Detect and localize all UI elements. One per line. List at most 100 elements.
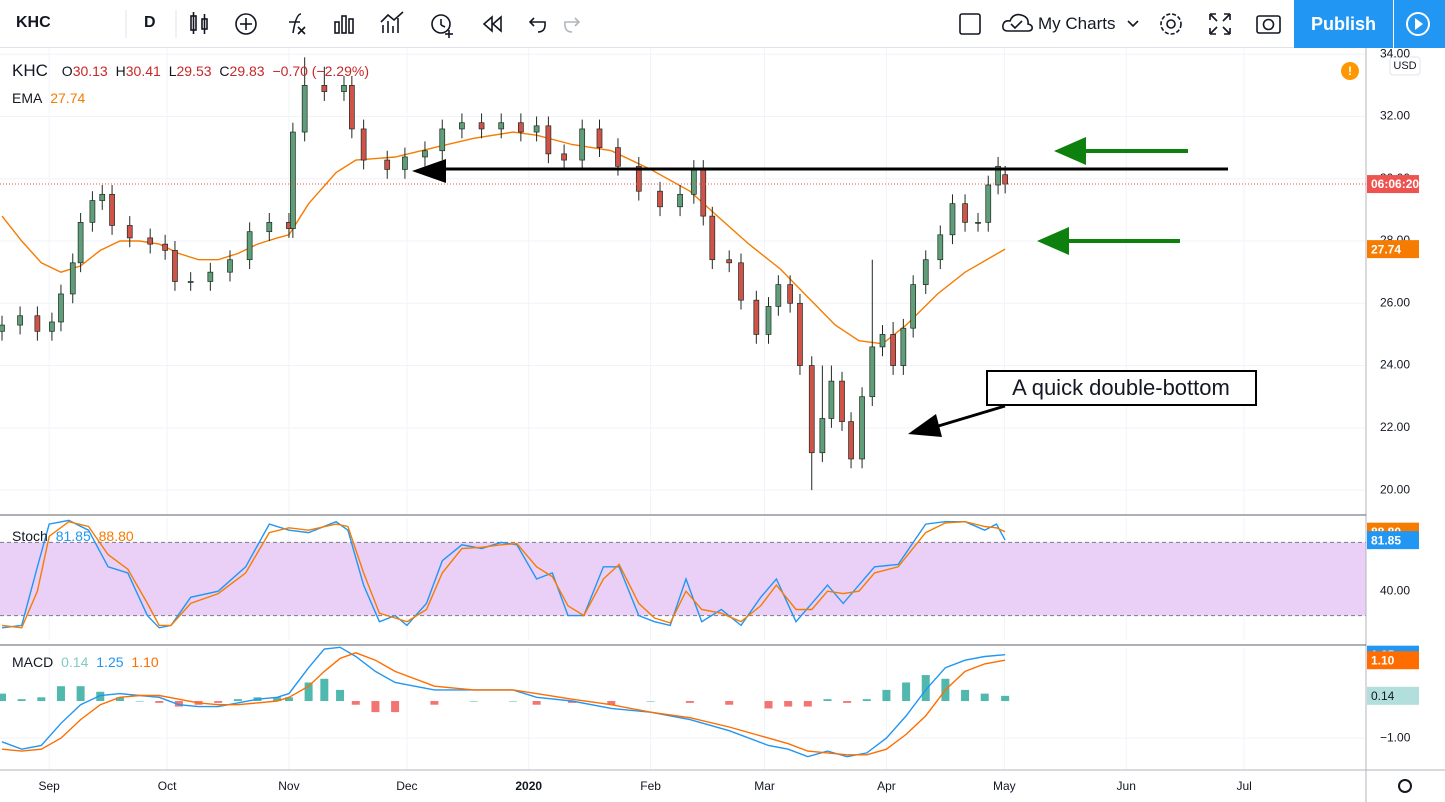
candle-body xyxy=(839,380,845,422)
histogram-bar xyxy=(174,701,183,707)
candle-body xyxy=(402,156,408,170)
candle-body xyxy=(384,159,391,170)
layout-icon[interactable] xyxy=(959,13,981,35)
band xyxy=(0,542,1366,616)
candle-body xyxy=(975,221,981,224)
legend-label: L xyxy=(168,63,177,79)
candle-body xyxy=(498,122,505,130)
arrow-head xyxy=(412,159,446,183)
candle-body xyxy=(422,150,428,158)
histogram-bar xyxy=(823,699,832,702)
replay-icon[interactable] xyxy=(482,15,502,33)
currency: USD xyxy=(1393,60,1416,72)
settings-icon[interactable] xyxy=(1398,779,1412,793)
histogram-bar xyxy=(96,691,105,702)
price-badge xyxy=(1367,531,1419,550)
alert-icon[interactable] xyxy=(431,14,453,38)
histogram-bar xyxy=(320,678,329,702)
legend-label: C xyxy=(219,63,230,79)
legend-value: 1.25 xyxy=(96,654,124,670)
redo-icon[interactable] xyxy=(564,17,581,33)
histogram-bar xyxy=(784,701,793,707)
candle-body xyxy=(0,324,5,332)
candle-body xyxy=(301,85,308,133)
candle-body xyxy=(753,299,760,335)
candle-body xyxy=(341,85,347,92)
alert-icon[interactable] xyxy=(1341,62,1359,80)
x-tick-label: 2020 xyxy=(515,779,542,793)
callout-box xyxy=(986,370,1257,406)
layout-menu[interactable]: My Charts xyxy=(1038,14,1116,33)
candle-body xyxy=(700,169,707,217)
time-axis-bg xyxy=(0,770,1366,802)
snapshot-icon[interactable] xyxy=(1256,15,1281,34)
x-tick-label: Mar xyxy=(754,779,775,793)
candle-body xyxy=(172,250,178,282)
candle-body xyxy=(910,284,917,329)
legend-label: O xyxy=(61,63,73,79)
fullscreen-icon[interactable] xyxy=(1209,13,1231,35)
price-axis-bg xyxy=(1366,48,1445,802)
candle-body xyxy=(808,365,815,454)
candles-icon[interactable] xyxy=(190,12,208,34)
candle-body xyxy=(738,262,744,301)
histogram-bar xyxy=(351,701,360,705)
price-badge-label: 0.14 xyxy=(1371,689,1395,703)
candle-body xyxy=(765,306,772,335)
x-tick-label: Jun xyxy=(1117,779,1136,793)
y-tick-label: −1.00 xyxy=(1380,730,1411,744)
price-badge xyxy=(1367,651,1419,670)
candle-body xyxy=(657,190,663,208)
histogram-bar xyxy=(509,701,518,702)
candle-body xyxy=(17,315,23,326)
y-tick-label: 20.00 xyxy=(1380,482,1410,496)
candle-body xyxy=(360,128,367,161)
candle-body xyxy=(147,237,154,245)
histogram-bar xyxy=(961,689,970,702)
candle-body xyxy=(126,225,133,239)
legend-value: 0.14 xyxy=(61,654,89,670)
legend-change: −0.70 (−2.29%) xyxy=(272,63,369,79)
candle-body xyxy=(615,147,621,167)
candle-body xyxy=(819,418,826,454)
histogram-bar xyxy=(155,701,164,703)
histogram-bar xyxy=(37,697,46,702)
candle-body xyxy=(89,200,96,223)
chevron[interactable] xyxy=(1127,20,1139,28)
histogram-bar xyxy=(532,701,541,705)
templates-icon[interactable] xyxy=(334,15,354,34)
candle-body xyxy=(949,203,956,236)
candle-body xyxy=(545,125,552,155)
undo-icon[interactable] xyxy=(528,17,546,33)
ema-legend: EMA 27.74 xyxy=(12,90,89,106)
histogram-bar xyxy=(371,701,380,713)
histogram-bar xyxy=(980,693,989,702)
settings-icon[interactable] xyxy=(1160,13,1182,35)
candle-body xyxy=(962,203,968,223)
compare-icon[interactable] xyxy=(235,13,257,35)
legend-value: 29.53 xyxy=(176,63,212,79)
arrow-head xyxy=(908,414,942,437)
x-tick-label: May xyxy=(993,779,1016,793)
symbol[interactable]: KHC xyxy=(16,14,51,31)
stream-button[interactable] xyxy=(1394,0,1445,48)
legend-value: 30.41 xyxy=(125,63,161,79)
candle-body xyxy=(869,346,876,398)
price-badge xyxy=(1367,240,1419,259)
indicators-icon[interactable] xyxy=(289,13,306,35)
cloud-icon[interactable] xyxy=(1002,13,1033,32)
histogram-bar xyxy=(430,701,439,705)
histogram-bar xyxy=(803,701,812,707)
histogram-bar xyxy=(214,701,223,703)
candle-body xyxy=(995,165,1001,186)
legend-value: 1.10 xyxy=(131,654,159,670)
x-tick-label: Oct xyxy=(158,779,177,793)
x-tick-label: Nov xyxy=(278,779,299,793)
macd-legend: MACD 0.14 1.25 1.10 xyxy=(12,654,163,670)
interval[interactable]: D xyxy=(144,14,156,31)
publish-button[interactable]: Publish xyxy=(1294,0,1393,48)
histogram-bar xyxy=(764,701,773,709)
histogram-bar xyxy=(1001,695,1010,702)
financials-icon[interactable] xyxy=(380,11,404,33)
macd-line xyxy=(1,652,1006,756)
